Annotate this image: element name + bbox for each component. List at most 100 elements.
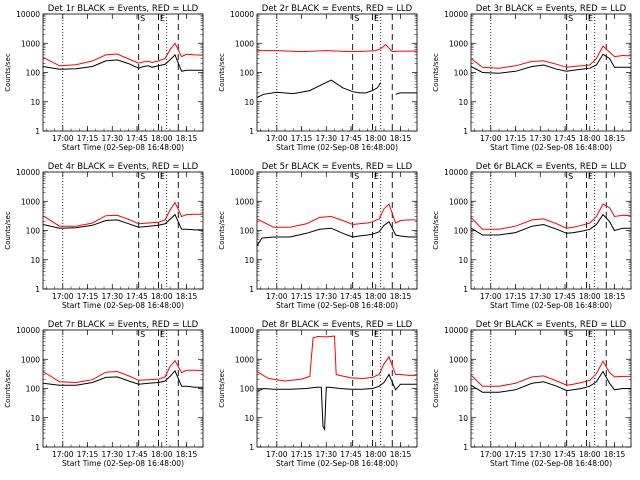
y-tick-label: 10	[244, 98, 254, 107]
start-marker-label: S	[140, 330, 145, 339]
events-series-line	[256, 79, 417, 98]
events-series-line	[42, 369, 203, 388]
x-axis-label: Start Time (02-Sep-08 16:48:00)	[490, 143, 612, 152]
x-axis-label: Start Time (02-Sep-08 16:48:00)	[62, 143, 184, 152]
x-tick-label: 17:15	[291, 450, 313, 459]
panel-title: Det 1r BLACK = Events, RED = LLD	[48, 4, 199, 14]
x-tick-label: 17:15	[505, 134, 527, 143]
y-axis-label: Counts/sec	[218, 369, 226, 408]
y-tick-label: 100	[454, 385, 469, 394]
detector-panel: Det 9r BLACK = Events, RED = LLD 1 10 100 10…	[432, 320, 632, 468]
events-series-line	[42, 54, 203, 72]
x-tick-label: 17:15	[505, 450, 527, 459]
panel-title: Det 3r BLACK = Events, RED = LLD	[476, 4, 627, 14]
lld-series-line	[257, 43, 417, 53]
panel-title: Det 6r BLACK = Events, RED = LLD	[476, 162, 627, 172]
x-tick-label: 17:30	[315, 450, 337, 459]
x-tick-label: 17:30	[101, 292, 123, 301]
x-tick-label: 17:30	[315, 292, 337, 301]
y-tick-label: 1	[249, 285, 254, 294]
x-tick-label: 17:00	[266, 450, 288, 459]
x-tick-label: 17:15	[291, 134, 313, 143]
y-tick-label: 100	[240, 227, 255, 236]
y-tick-label: 1000	[449, 39, 468, 48]
panel-title: Det 5r BLACK = Events, RED = LLD	[262, 162, 413, 172]
end-marker-label: E	[374, 14, 379, 23]
start-marker-label: S	[354, 172, 359, 181]
detector-panel: Det 7r BLACK = Events, RED = LLD 1 10 100 10…	[4, 320, 204, 468]
x-tick-label: 18:00	[365, 292, 387, 301]
x-tick-label: 18:15	[604, 134, 626, 143]
y-tick-label: 1000	[21, 39, 40, 48]
lld-series-line	[42, 359, 204, 384]
y-axis-label: Counts/sec	[4, 369, 12, 408]
start-marker-label: S	[354, 14, 359, 23]
y-tick-label: 10	[244, 256, 254, 265]
x-tick-label: 18:00	[579, 450, 601, 459]
y-tick-label: 100	[26, 69, 41, 78]
y-tick-label: 10000	[444, 326, 468, 335]
y-tick-label: 10	[30, 414, 40, 423]
lld-series-line	[470, 203, 632, 230]
x-tick-label: 18:00	[151, 134, 173, 143]
lld-series-line	[470, 360, 631, 387]
panel-grid: Det 1r BLACK = Events, RED = LLD 1 10 100 10…	[4, 4, 632, 468]
x-tick-label: 17:00	[52, 450, 74, 459]
panel-title: Det 4r BLACK = Events, RED = LLD	[48, 162, 199, 172]
y-tick-label: 10	[244, 414, 254, 423]
x-axis-label: Start Time (02-Sep-08 16:48:00)	[62, 459, 184, 468]
y-tick-label: 100	[240, 69, 255, 78]
x-tick-label: 17:00	[480, 292, 502, 301]
y-tick-label: 100	[240, 385, 255, 394]
y-tick-label: 1	[35, 127, 40, 136]
x-tick-label: 17:00	[480, 450, 502, 459]
x-tick-label: 17:45	[554, 292, 576, 301]
x-axis-label: Start Time (02-Sep-08 16:48:00)	[490, 459, 612, 468]
x-tick-label: 18:00	[579, 134, 601, 143]
x-tick-label: 17:00	[266, 134, 288, 143]
end-marker-label: E	[588, 330, 593, 339]
y-tick-label: 1000	[449, 197, 468, 206]
x-tick-label: 18:00	[365, 450, 387, 459]
y-tick-label: 100	[454, 227, 469, 236]
y-tick-label: 10000	[16, 326, 40, 335]
detector-panel: Det 6r BLACK = Events, RED = LLD 1 10 100 10…	[432, 162, 632, 310]
y-tick-label: 100	[26, 227, 41, 236]
lld-series-line	[256, 203, 417, 228]
x-tick-label: 17:30	[101, 450, 123, 459]
y-tick-label: 10	[458, 414, 468, 423]
detector-panel: Det 5r BLACK = Events, RED = LLD 1 10 100 10…	[218, 162, 418, 310]
x-tick-label: 17:45	[554, 134, 576, 143]
y-tick-label: 10000	[230, 326, 254, 335]
y-axis-label: Counts/sec	[432, 211, 440, 250]
x-axis-label: Start Time (02-Sep-08 16:48:00)	[276, 301, 398, 310]
events-series-line	[256, 220, 417, 247]
x-tick-label: 17:45	[126, 134, 148, 143]
y-tick-label: 1000	[21, 197, 40, 206]
detector-panel: Det 8r BLACK = Events, RED = LLD 1 10 100 10…	[218, 320, 418, 468]
x-tick-label: 17:15	[505, 292, 527, 301]
start-marker-label: S	[140, 172, 145, 181]
y-tick-label: 10000	[230, 168, 254, 177]
x-tick-label: 17:30	[315, 134, 337, 143]
y-axis-label: Counts/sec	[218, 53, 226, 92]
y-tick-label: 1000	[235, 197, 254, 206]
detector-panel: Det 4r BLACK = Events, RED = LLD 1 10 100 10…	[4, 162, 204, 310]
x-tick-label: 17:00	[52, 292, 74, 301]
y-tick-label: 10000	[444, 168, 468, 177]
detector-panel: Det 3r BLACK = Events, RED = LLD 1 10 100 10…	[432, 4, 632, 152]
y-tick-label: 10	[30, 256, 40, 265]
x-tick-label: 17:30	[529, 450, 551, 459]
y-axis-label: Counts/sec	[432, 53, 440, 92]
lld-series-line	[256, 335, 417, 382]
lld-series-line	[42, 201, 203, 227]
x-tick-label: 18:15	[390, 292, 412, 301]
start-marker-label: S	[568, 172, 573, 181]
end-marker-label: E	[160, 330, 165, 339]
start-marker-label: S	[354, 330, 359, 339]
x-axis-label: Start Time (02-Sep-08 16:48:00)	[490, 301, 612, 310]
x-tick-label: 17:00	[480, 134, 502, 143]
end-marker-label: E	[588, 172, 593, 181]
y-tick-label: 1	[249, 127, 254, 136]
